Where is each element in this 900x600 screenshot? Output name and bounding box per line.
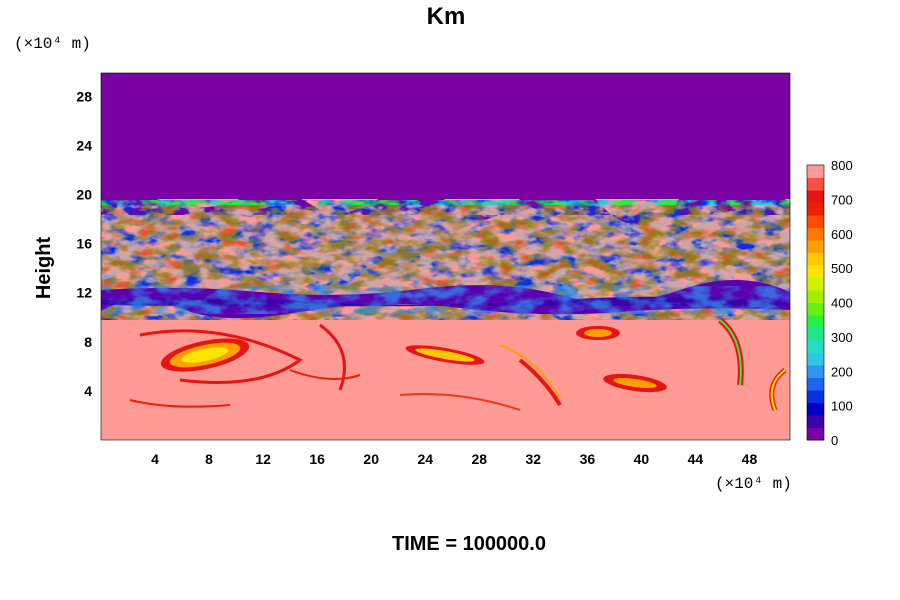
y-unit-label: (×10⁴ m)	[14, 35, 91, 53]
x-tick-label: 4	[151, 451, 159, 467]
lower-features	[129, 317, 787, 411]
plot-frame	[100, 72, 791, 441]
colorbar-segment	[807, 377, 824, 391]
colorbar-segment	[807, 202, 824, 216]
y-tick-label: 4	[84, 383, 92, 399]
colorbar-segment	[807, 265, 824, 278]
colorbar-segment	[807, 165, 824, 178]
x-tick-label: 16	[309, 451, 325, 467]
y-tick-label: 16	[76, 236, 92, 252]
colorbar-tick-label: 300	[831, 330, 853, 345]
x-unit-label: (×10⁴ m)	[715, 475, 792, 493]
colorbar-ticks: 0 100 200 300 400 500 600 700 800	[831, 158, 853, 448]
y-axis-ticks: 4 8 12 16 20 24 28	[76, 88, 92, 399]
y-tick-label: 24	[76, 137, 92, 153]
time-label: TIME = 100000.0	[392, 533, 546, 555]
x-tick-label: 32	[526, 451, 542, 467]
colorbar-segment	[807, 340, 824, 353]
x-tick-label: 44	[688, 451, 704, 467]
y-tick-label: 12	[76, 285, 92, 301]
colorbar-segment	[807, 190, 824, 203]
colorbar-frame	[806, 164, 825, 441]
colorbar-segment	[807, 290, 824, 303]
y-axis-label: Height	[33, 237, 55, 300]
colorbar-segment	[807, 215, 824, 228]
colorbar-segment	[807, 227, 824, 241]
colorbar-segment	[807, 240, 824, 253]
colorbar-tick-label: 200	[831, 364, 853, 379]
colorbar-segment	[807, 390, 824, 403]
colorbar-segment	[807, 177, 824, 191]
colorbar-segment	[807, 327, 824, 341]
x-tick-label: 8	[205, 451, 213, 467]
y-tick-label: 8	[84, 334, 92, 350]
colorbar-tick-label: 600	[831, 227, 853, 242]
colorbar-segment	[807, 277, 824, 291]
colorbar-segment	[807, 402, 824, 416]
colorbar-segment	[807, 315, 824, 328]
colorbar-tick-label: 400	[831, 296, 853, 311]
colorbar-segment	[807, 302, 824, 316]
colorbar-tick-label: 100	[831, 399, 853, 414]
colorbar-tick-label: 500	[831, 261, 853, 276]
x-tick-label: 28	[471, 451, 487, 467]
chart-title: Km	[427, 3, 466, 30]
x-tick-label: 48	[742, 451, 758, 467]
x-tick-label: 12	[255, 451, 271, 467]
colorbar-tick-label: 700	[831, 192, 853, 207]
colorbar	[806, 164, 825, 441]
colorbar-segment	[807, 252, 824, 266]
colorbar-tick-label: 0	[831, 433, 838, 448]
x-tick-label: 40	[634, 451, 650, 467]
heatmap-field	[101, 73, 790, 440]
colorbar-segment	[807, 352, 824, 366]
colorbar-segment	[807, 415, 824, 428]
x-tick-label: 36	[580, 451, 596, 467]
colorbar-segment	[807, 365, 824, 378]
y-tick-label: 28	[76, 88, 92, 104]
colorbar-segment	[807, 427, 824, 441]
x-tick-label: 20	[363, 451, 379, 467]
y-tick-label: 20	[76, 187, 92, 203]
colorbar-tick-label: 800	[831, 158, 853, 173]
x-axis-ticks: 4 8 12 16 20 24 28 32 36 40 44 48	[151, 451, 757, 467]
x-tick-label: 24	[417, 451, 433, 467]
